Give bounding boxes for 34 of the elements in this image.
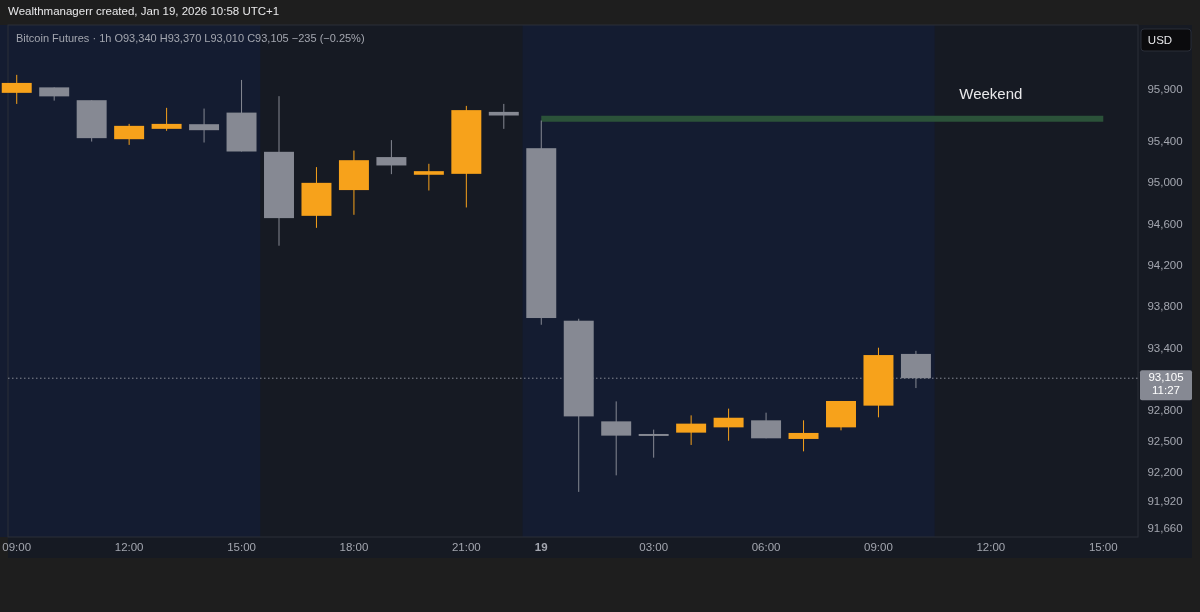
y-tick-label: 91,660 — [1147, 521, 1183, 534]
ref-line-label: 93,105 11:27 — [1148, 371, 1184, 397]
text: Bitcoin Futures · 1h O93,340 H93,370 L93,010 C93,105 −235 (−0.25%) — [16, 32, 365, 44]
y-tick-label: 92,500 — [1147, 434, 1183, 447]
series-label: Weekend — [959, 84, 1023, 102]
candlestick — [151, 107, 182, 132]
y-tick-label: 94,600 — [1147, 217, 1183, 230]
y-tick-label: 94,200 — [1147, 258, 1183, 271]
y-tick-label: 92,200 — [1147, 465, 1183, 478]
x-tick-label: 06:00 — [751, 541, 781, 553]
x-tick-label: 09:00 — [864, 541, 893, 553]
x-tick-label: 09:00 — [2, 541, 32, 553]
x-tick-label: 15:00 — [227, 541, 256, 553]
x-tick-label: 12:00 — [114, 541, 144, 553]
x-tick-label: 12:00 — [976, 541, 1006, 553]
x-tick-label: 18:00 — [339, 541, 369, 553]
candlestick — [413, 163, 444, 191]
y-tick-label: 95,400 — [1147, 134, 1183, 147]
candlestick — [488, 103, 519, 130]
chart-subtitle: Wealthmanagerr created, Jan 19, 2026 10:58 UTC+1 — [8, 5, 280, 17]
y-axis-title: USD — [1147, 34, 1173, 46]
y-tick-label: 95,000 — [1147, 176, 1183, 189]
y-tick-label: 93,400 — [1147, 341, 1183, 354]
x-tick-label: 03:00 — [639, 541, 669, 553]
candlestick — [788, 419, 819, 452]
y-tick-label: 91,920 — [1147, 494, 1183, 507]
x-tick-label: 21:00 — [451, 541, 481, 553]
y-tick-label: 92,800 — [1147, 403, 1183, 416]
y-tick-label: 95,900 — [1147, 83, 1183, 96]
x-tick-label: 15:00 — [1088, 541, 1118, 553]
candlestick — [638, 429, 669, 459]
x-tick-label: 19 — [534, 541, 548, 553]
y-tick-label: 93,800 — [1147, 300, 1183, 313]
candlestick — [189, 108, 220, 143]
